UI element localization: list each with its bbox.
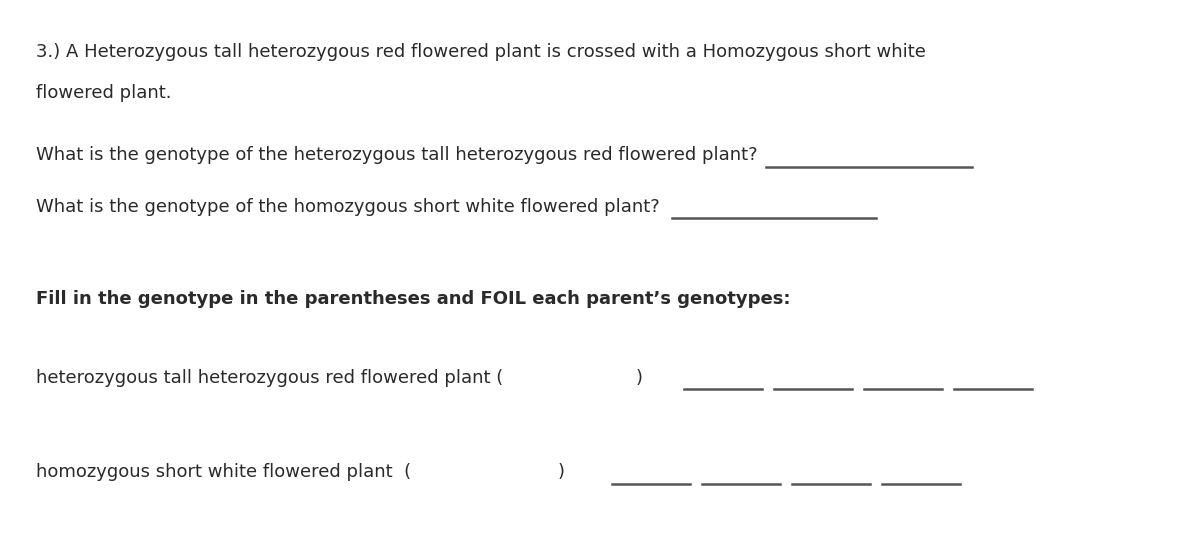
Text: ): ) bbox=[636, 369, 643, 386]
Text: heterozygous tall heterozygous red flowered plant (: heterozygous tall heterozygous red flowe… bbox=[36, 369, 503, 386]
Text: 3.) A Heterozygous tall heterozygous red flowered plant is crossed with a Homozy: 3.) A Heterozygous tall heterozygous red… bbox=[36, 43, 926, 61]
Text: What is the genotype of the heterozygous tall heterozygous red flowered plant?: What is the genotype of the heterozygous… bbox=[36, 146, 757, 164]
Text: Fill in the genotype in the parentheses and FOIL each parent’s genotypes:: Fill in the genotype in the parentheses … bbox=[36, 290, 791, 308]
Text: ): ) bbox=[558, 463, 565, 481]
Text: What is the genotype of the homozygous short white flowered plant?: What is the genotype of the homozygous s… bbox=[36, 198, 660, 216]
Text: homozygous short white flowered plant  (: homozygous short white flowered plant ( bbox=[36, 463, 412, 481]
Text: flowered plant.: flowered plant. bbox=[36, 84, 172, 102]
